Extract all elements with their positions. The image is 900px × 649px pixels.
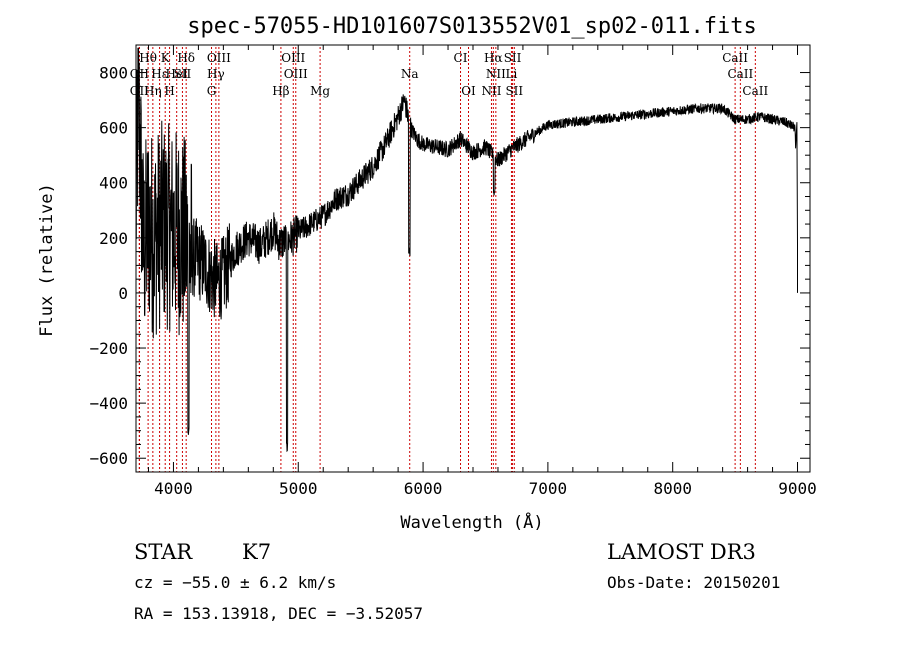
y-tick-label: 200 (99, 229, 128, 248)
spectral-line-label: CI (454, 51, 468, 65)
y-tick-label: −400 (89, 394, 128, 413)
x-axis-label: Wavelength (Å) (400, 511, 543, 533)
chart-title: spec-57055-HD101607S013552V01_sp02-011.f… (187, 14, 757, 39)
y-tick-label: −600 (89, 449, 128, 468)
spectrum-line (135, 47, 798, 453)
spectral-line-label: CaII (727, 67, 753, 81)
spectral-line-label: HeI (166, 67, 189, 81)
spectral-line-label: Hδ (177, 51, 195, 65)
object-subclass: K7 (242, 540, 271, 564)
survey-name: LAMOST DR3 (607, 540, 756, 564)
spectral-line-label: CaII (722, 51, 748, 65)
y-axis-ticks: −600 −400 −200 0 200 400 600 800 (89, 64, 810, 468)
y-tick-label: −200 (89, 339, 128, 358)
spectral-line-label: OI (461, 84, 476, 98)
spectral-line-label: H (164, 84, 174, 98)
spectral-line-label: SII (504, 51, 522, 65)
spectral-line-label: Hη (144, 84, 162, 98)
spectral-line-label: K (161, 51, 171, 65)
y-tick-label: 0 (118, 284, 128, 303)
x-tick-label: 5000 (279, 479, 318, 498)
y-tick-label: 400 (99, 174, 128, 193)
object-class: STAR (134, 540, 193, 564)
spectral-line-label: Na (401, 67, 419, 81)
spectral-line-label: SII (505, 84, 523, 98)
y-tick-label: 800 (99, 64, 128, 83)
x-tick-label: 8000 (653, 479, 692, 498)
x-tick-label: 4000 (154, 479, 193, 498)
spectral-line-label: Li (506, 67, 518, 81)
spectral-line-label: Hγ (207, 67, 225, 81)
spectral-line-label: Mg (310, 84, 330, 98)
y-tick-label: 600 (99, 119, 128, 138)
x-tick-label: 7000 (529, 479, 568, 498)
x-tick-label: 6000 (404, 479, 443, 498)
x-axis-ticks: 4000 5000 6000 7000 8000 9000 (147, 45, 817, 498)
spectral-line-label: OIII (207, 51, 231, 65)
spectral-line-label: Hε (151, 67, 168, 81)
spectral-line-label: Hα (484, 51, 503, 65)
spectral-line-label: Hβ (272, 84, 289, 98)
spectral-line-label: SII (174, 67, 192, 81)
spectrum-series (135, 47, 798, 453)
coordinates: RA = 153.13918, DEC = −3.52057 (134, 604, 423, 623)
spectral-line-label: CaII (742, 84, 768, 98)
observation-date: Obs-Date: 20150201 (607, 573, 780, 592)
redshift-cz: cz = −55.0 ± 6.2 km/s (134, 573, 336, 592)
spectral-line-label: OIII (281, 51, 305, 65)
spectral-line-label: G (207, 84, 217, 98)
spectral-line-label: OIII (284, 67, 308, 81)
x-tick-label: 9000 (778, 479, 817, 498)
spectral-line-label: NII (481, 84, 501, 98)
spectral-line-label: NII (486, 67, 506, 81)
y-axis-label: Flux (relative) (37, 183, 57, 337)
spectral-line-label: Hθ (139, 51, 157, 65)
